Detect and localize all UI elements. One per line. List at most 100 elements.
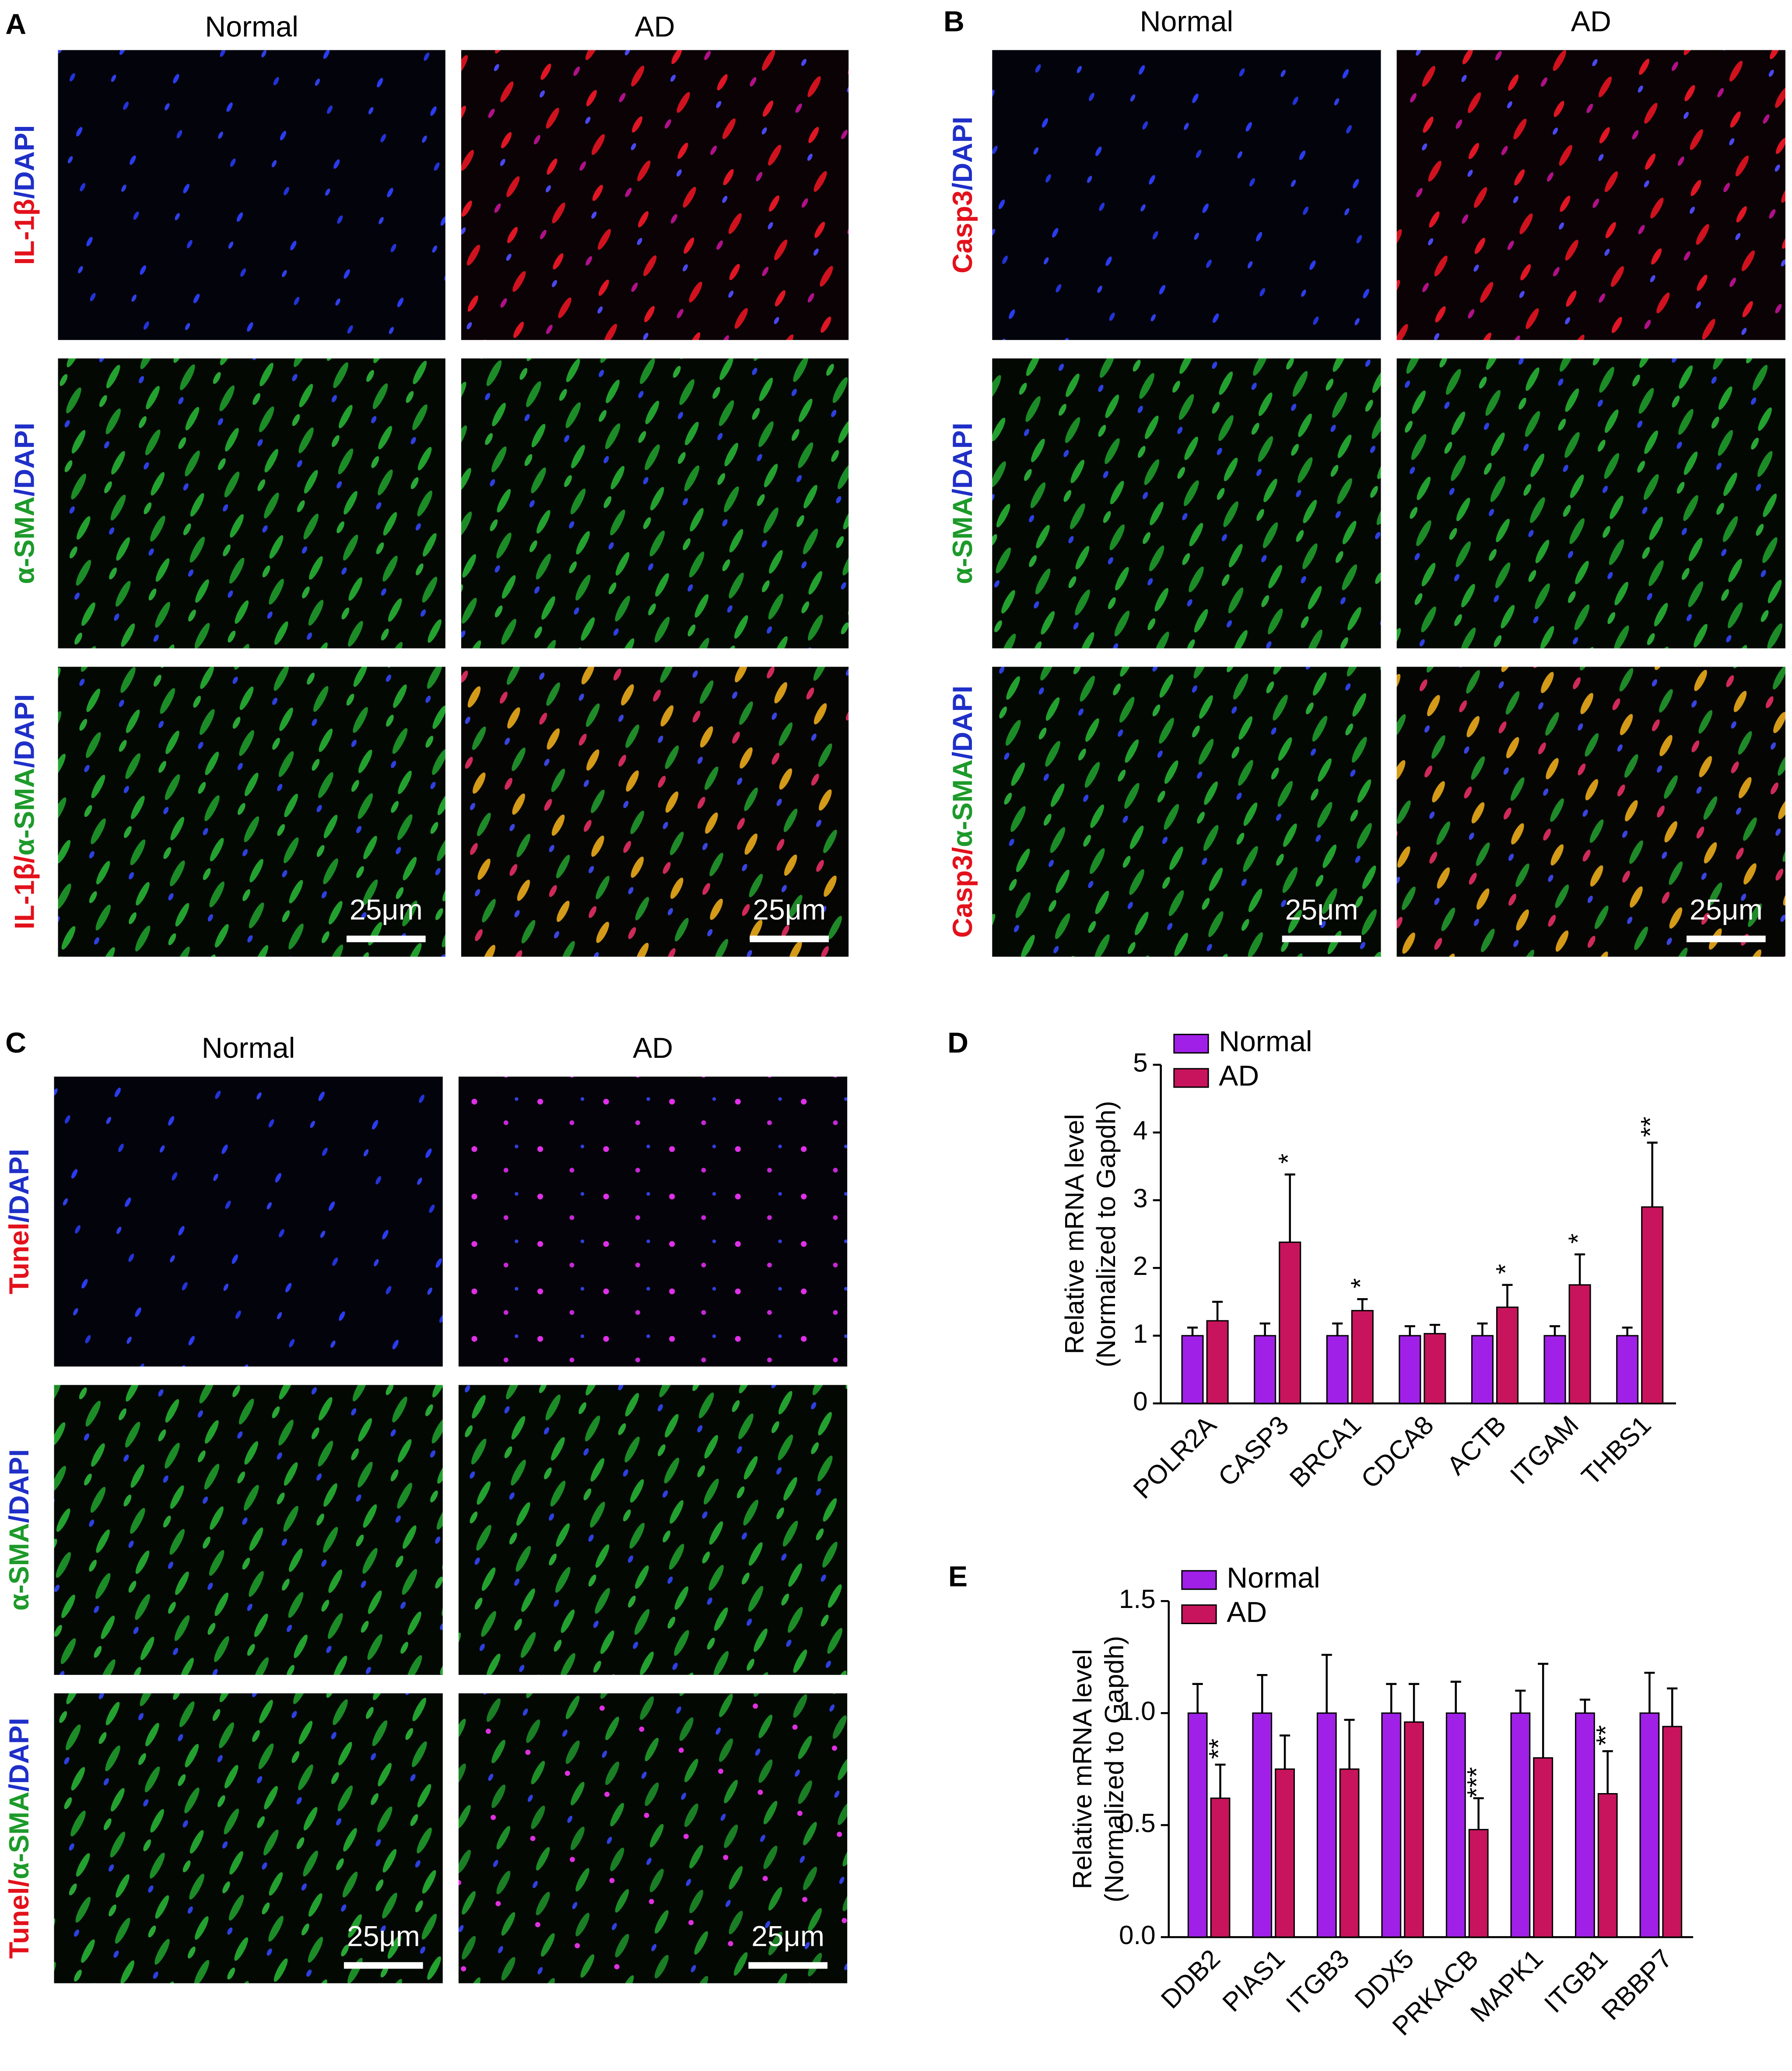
micrograph <box>458 1076 848 1367</box>
micrograph <box>58 667 445 957</box>
y-tick-label: 1.5 <box>1119 1584 1156 1614</box>
x-tick-label: CASP3 <box>1212 1410 1294 1492</box>
row-label: Tunel/DAPI <box>4 1149 35 1294</box>
scale-bar <box>748 1962 828 1969</box>
x-tick-label: ITGAM <box>1504 1410 1584 1490</box>
row-label-part: /DAPI <box>4 1149 35 1223</box>
x-tick-label: MAPK1 <box>1464 1944 1548 2028</box>
scale-bar <box>1687 935 1766 942</box>
column-header: AD <box>1571 6 1611 38</box>
significance-mark: * <box>1563 1233 1592 1243</box>
error-bar <box>1187 1327 1198 1336</box>
row-label-part: Tunel <box>4 1223 35 1295</box>
panel-letter: E <box>948 1561 968 1593</box>
bar <box>1339 1768 1360 1938</box>
bar <box>1206 1320 1229 1404</box>
row-label-part: /DAPI <box>947 686 978 760</box>
error-bar <box>1575 1253 1585 1285</box>
error-bar <box>1644 1671 1655 1713</box>
legend-swatch <box>1173 1068 1209 1088</box>
y-tick-label: 1 <box>1133 1319 1147 1348</box>
bar <box>1639 1712 1660 1938</box>
bar <box>1597 1793 1618 1938</box>
error-bar <box>1280 1734 1291 1769</box>
x-tick-label: BRCA1 <box>1284 1410 1367 1493</box>
legend-label: AD <box>1219 1060 1259 1092</box>
bar <box>1316 1712 1337 1938</box>
scale-bar <box>346 935 426 942</box>
panel-letter: A <box>5 8 26 41</box>
micrograph <box>1396 358 1785 649</box>
bar <box>1254 1335 1276 1404</box>
row-label: IL-1β/DAPI <box>9 125 40 265</box>
x-tick-label: DDB2 <box>1155 1944 1226 2015</box>
scale-bar-label: 25μm <box>1285 894 1358 926</box>
micrograph <box>1396 667 1785 957</box>
error-bar <box>1429 1323 1440 1334</box>
x-tick-label: POLR2A <box>1127 1410 1222 1505</box>
row-label-part: Casp3 <box>947 190 978 274</box>
y-tick-label: 0.5 <box>1119 1808 1156 1838</box>
micrograph <box>461 358 849 649</box>
error-bar <box>1259 1322 1270 1336</box>
error-bar <box>1579 1699 1590 1713</box>
row-label: Tunel/α-SMA/DAPI <box>4 1718 35 1959</box>
x-tick-label: RBBP7 <box>1596 1944 1678 2026</box>
row-label-part: α-SMA <box>947 759 978 847</box>
legend-label: AD <box>1227 1596 1267 1629</box>
row-label-part: /DAPI <box>9 125 40 199</box>
panel-letter: B <box>943 6 964 38</box>
scale-bar <box>1282 935 1361 942</box>
legend-swatch <box>1181 1604 1217 1624</box>
micrograph <box>461 50 849 340</box>
micrograph <box>54 1693 443 1983</box>
y-tick-label: 4 <box>1133 1116 1147 1145</box>
x-tick-label: ACTB <box>1441 1410 1512 1481</box>
scale-bar-label: 25μm <box>753 894 826 926</box>
row-label-part: IL-1β/ <box>9 856 40 930</box>
x-tick-label: PIAS1 <box>1217 1944 1291 2018</box>
significance-mark: ** <box>1635 1116 1665 1137</box>
bar <box>1404 1721 1424 1938</box>
column-header: Normal <box>1140 6 1233 38</box>
significance-mark: * <box>1345 1278 1375 1288</box>
micrograph <box>1396 50 1785 340</box>
y-axis-label-line: Relative mRNA level <box>1067 1649 1097 1889</box>
micrograph <box>54 1385 443 1675</box>
micrograph <box>461 667 849 957</box>
row-label-part: Tunel/ <box>4 1879 35 1959</box>
scale-bar-label: 25μm <box>347 1920 420 1953</box>
y-tick-label: 0 <box>1133 1387 1147 1416</box>
row-label-part: Casp3/ <box>947 847 978 938</box>
error-bar <box>1473 1797 1484 1830</box>
column-header: AD <box>633 1032 673 1064</box>
micrograph <box>54 1076 443 1367</box>
error-bar <box>1344 1719 1355 1769</box>
significance-mark: * <box>1273 1154 1303 1164</box>
row-label-part: /DAPI <box>4 1718 35 1792</box>
row-label-part: IL-1β <box>9 199 40 265</box>
error-bar <box>1502 1284 1513 1307</box>
y-axis-label: Relative mRNA level (Normalized to Gapdh) <box>1067 1636 1129 1903</box>
error-bar <box>1647 1141 1658 1207</box>
panel-letter: D <box>947 1027 968 1059</box>
bar <box>1210 1797 1231 1938</box>
y-tick-label: 2 <box>1133 1251 1147 1281</box>
bar <box>1252 1712 1273 1938</box>
column-header: Normal <box>202 1032 295 1064</box>
error-bar <box>1404 1325 1415 1336</box>
bar <box>1326 1335 1349 1404</box>
legend-label: Normal <box>1219 1025 1312 1058</box>
bar <box>1399 1335 1421 1404</box>
bar <box>1543 1335 1566 1404</box>
micrograph <box>992 358 1381 649</box>
micrograph <box>58 50 445 340</box>
row-label-part: α-SMA <box>947 496 978 584</box>
bar <box>1533 1757 1554 1938</box>
bar <box>1662 1726 1683 1938</box>
bar <box>1510 1712 1531 1938</box>
row-label: α-SMA/DAPI <box>9 423 40 584</box>
error-bar <box>1550 1325 1561 1336</box>
error-bar <box>1284 1173 1295 1243</box>
